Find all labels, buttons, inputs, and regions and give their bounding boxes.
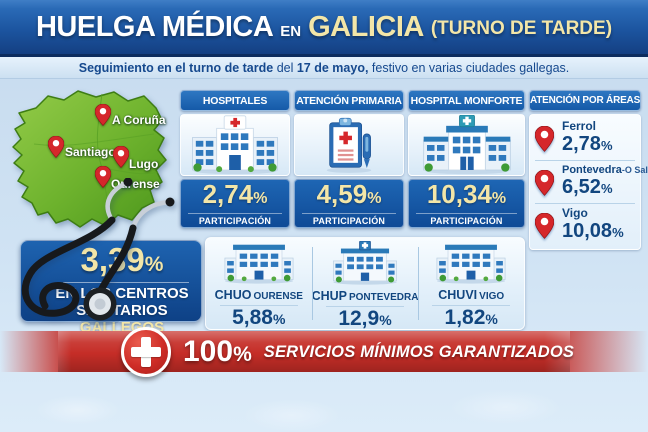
banner-background xyxy=(0,331,648,372)
hospital-name: CHUVI xyxy=(438,288,478,302)
percent-sign: % xyxy=(485,311,498,327)
stat-card-hospital-monforte-body xyxy=(408,114,525,176)
header-bar: HUELGA MÉDICA EN GALICIA (TURNO DE TARDE… xyxy=(0,0,648,57)
map-label-santiago: Santiago xyxy=(65,145,116,159)
percent-sign: % xyxy=(600,138,613,153)
subtitle-bold-1: Seguimiento en el turno de tarde xyxy=(78,60,274,75)
percent-sign: % xyxy=(233,342,252,366)
stat-label: PARTICIPACIÓN xyxy=(188,213,282,226)
area-item-ferrol: Ferrol 2,78% xyxy=(535,117,635,161)
stat-card-atencion-primaria: ATENCIÓN PRIMARIA 4,59% PARTICIPACIÓN xyxy=(294,90,404,228)
percent-sign: % xyxy=(379,312,392,328)
hospital-location: PONTEVEDRA xyxy=(348,292,419,303)
stat-card-atencion-primaria-body xyxy=(294,114,404,176)
subtitle-regular-2: festivo en varias ciudades gallegas. xyxy=(368,60,570,75)
hospital-location: VIGO xyxy=(479,291,505,302)
areas-panel-title: ATENCIÓN POR ÁREAS xyxy=(529,90,641,111)
stat-card-hospital-monforte-title: HOSPITAL MONFORTE xyxy=(408,90,525,111)
percent-sign: % xyxy=(272,311,286,327)
hospital-value: 12,9 xyxy=(338,307,380,330)
percent-sign: % xyxy=(253,190,268,207)
map-label-a-coruna: A Coruña xyxy=(112,113,166,127)
hospital-building-icon xyxy=(427,241,515,284)
map-pin-a-coruna-icon xyxy=(95,104,111,126)
area-value: 2,78 xyxy=(562,133,601,155)
hospital-col-chuvi-vigo: CHUVI VIGO 1,82% xyxy=(418,238,524,329)
map-pin-icon xyxy=(535,126,554,152)
area-name: Pontevedra xyxy=(562,164,622,176)
stat-value: 4,59 xyxy=(316,179,368,209)
percent-sign: % xyxy=(367,190,382,207)
stethoscope-icon xyxy=(21,178,175,326)
stat-label: PARTICIPACIÓN xyxy=(416,213,517,226)
percent-sign: % xyxy=(600,181,613,196)
banner-content: 100% SERVICIOS MÍNIMOS GARANTIZADOS xyxy=(0,326,648,377)
subtitle-strip: Seguimiento en el turno de tarde del 17 … xyxy=(0,57,648,79)
area-name: Vigo xyxy=(562,206,588,220)
area-value: 10,08 xyxy=(562,220,613,242)
hospitals-row-card: CHUO OURENSE 5,88% CHUP PONTEVEDRA 12,9% C… xyxy=(205,237,525,330)
map-pin-icon xyxy=(535,213,554,239)
stat-card-hospitales: HOSPITALES 2,74% PARTICIPACIÓN xyxy=(180,90,290,228)
hospital-value: 5,88 xyxy=(232,306,273,329)
galicia-map xyxy=(12,90,167,228)
area-item-vigo: Vigo 10,08% xyxy=(535,204,635,247)
hospital-name: CHUP xyxy=(311,289,347,303)
divider xyxy=(325,306,405,307)
map-pin-lugo-icon xyxy=(113,146,129,168)
banner-value: 100 xyxy=(183,334,234,368)
stat-value: 2,74 xyxy=(202,179,254,209)
page-title-main: HUELGA MÉDICA xyxy=(35,10,274,43)
background-watermark xyxy=(0,377,648,432)
stat-value: 10,34 xyxy=(426,179,492,209)
subtitle-bold-2: 17 de mayo, xyxy=(296,60,369,75)
stat-card-hospitales-value-panel: 2,74% PARTICIPACIÓN xyxy=(180,179,290,228)
page-title-region: GALICIA xyxy=(308,10,424,43)
percent-sign: % xyxy=(491,190,507,207)
hospital-name: CHUO xyxy=(214,288,252,302)
hospital-icon xyxy=(187,115,283,175)
map-pin-santiago-icon xyxy=(48,136,64,158)
subtitle-regular-1: del xyxy=(273,60,297,75)
stat-card-hospital-monforte: HOSPITAL MONFORTE 10,34% PARTICIPACIÓN xyxy=(408,90,525,228)
areas-panel: ATENCIÓN POR ÁREAS Ferrol 2,78% Ponteved… xyxy=(529,90,648,250)
area-name: Ferrol xyxy=(562,119,597,133)
hospital-col-chuo-ourense: CHUO OURENSE 5,88% xyxy=(206,238,312,329)
hospital-location: OURENSE xyxy=(253,291,303,302)
area-item-pontevedra: Pontevedra-O Salnés 6,52% xyxy=(535,161,648,204)
stat-card-hospitales-body xyxy=(180,114,290,176)
page-title-connector: EN xyxy=(280,22,302,40)
guaranteed-services-banner: 100% SERVICIOS MÍNIMOS GARANTIZADOS xyxy=(0,326,648,377)
percent-sign: % xyxy=(612,225,624,240)
areas-panel-body: Ferrol 2,78% Pontevedra-O Salnés 6,52% V… xyxy=(529,114,648,250)
stat-card-hospital-monforte-value-panel: 10,34% PARTICIPACIÓN xyxy=(408,179,525,228)
percent-sign: % xyxy=(144,253,164,276)
stat-label: PARTICIPACIÓN xyxy=(302,213,396,226)
stat-card-atencion-primaria-title: ATENCIÓN PRIMARIA xyxy=(294,90,404,111)
hospital-building-cross-icon xyxy=(321,241,409,285)
map-label-ourense: Ourense xyxy=(111,177,160,191)
map-pin-icon xyxy=(535,170,554,196)
hospital-icon xyxy=(417,115,517,175)
banner-text: SERVICIOS MÍNIMOS GARANTIZADOS xyxy=(263,343,575,361)
medical-cross-icon xyxy=(121,326,171,377)
hospital-col-chup-pontevedra: CHUP PONTEVEDRA 12,9% xyxy=(311,238,419,330)
stat-card-atencion-primaria-value-panel: 4,59% PARTICIPACIÓN xyxy=(294,179,404,228)
clipboard-icon xyxy=(318,116,380,174)
area-name-suffix: -O Salnés xyxy=(621,165,648,175)
map-label-lugo: Lugo xyxy=(129,157,159,171)
divider xyxy=(432,305,510,306)
hospital-value: 1,82 xyxy=(444,306,486,329)
stat-card-hospitales-title: HOSPITALES xyxy=(180,90,290,111)
hospital-building-icon xyxy=(215,241,303,284)
divider xyxy=(220,305,298,306)
page-title-suffix: (TURNO DE TARDE) xyxy=(430,18,613,39)
area-value: 6,52 xyxy=(562,176,601,198)
divider xyxy=(63,282,189,283)
